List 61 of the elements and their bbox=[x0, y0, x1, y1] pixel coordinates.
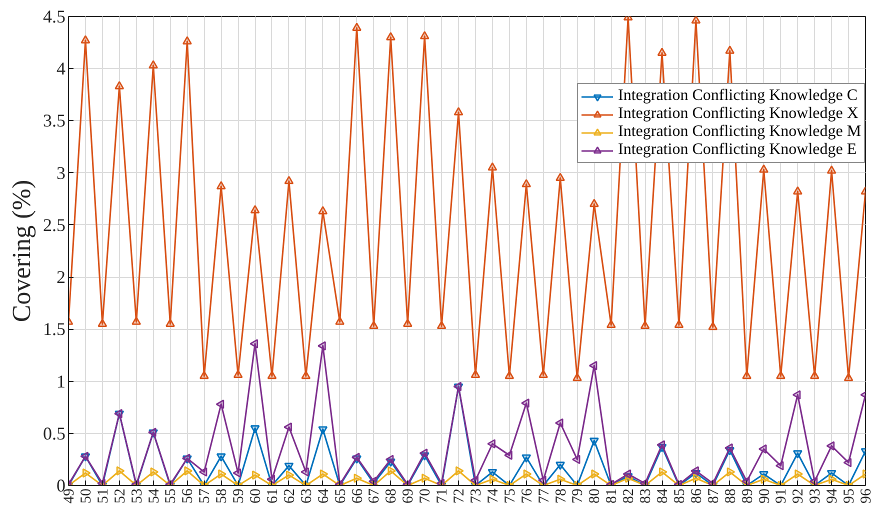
y-tick-label: 2 bbox=[56, 267, 66, 288]
x-tick-label: 65 bbox=[332, 488, 349, 504]
x-tick-label: 74 bbox=[485, 488, 502, 504]
legend-label: Integration Conflicting Knowledge E bbox=[618, 141, 857, 159]
legend-label: Integration Conflicting Knowledge X bbox=[618, 105, 858, 123]
y-axis-title: Covering (%) bbox=[7, 180, 36, 322]
x-tick-label: 59 bbox=[231, 488, 248, 504]
y-tick-label: 0.5 bbox=[43, 423, 66, 444]
x-tick-label: 82 bbox=[621, 488, 638, 504]
x-tick-label: 91 bbox=[774, 488, 790, 504]
x-tick-label: 81 bbox=[604, 488, 620, 504]
x-tick-label: 68 bbox=[384, 488, 400, 504]
y-tick-label: 2.5 bbox=[43, 214, 66, 235]
x-tick-label: 95 bbox=[842, 488, 858, 504]
x-tick-label: 53 bbox=[129, 488, 146, 504]
x-tick-label: 57 bbox=[197, 488, 214, 504]
x-tick-label: 61 bbox=[264, 488, 281, 504]
x-tick-label: 78 bbox=[553, 488, 570, 504]
x-tick-label: 79 bbox=[570, 488, 586, 504]
x-tick-label: 77 bbox=[536, 488, 552, 504]
x-tick-label: 80 bbox=[587, 488, 604, 504]
y-tick-label: 1 bbox=[56, 371, 66, 392]
legend-label: Integration Conflicting Knowledge M bbox=[618, 123, 862, 141]
x-tick-label: 66 bbox=[350, 488, 366, 504]
x-tick-label: 89 bbox=[740, 488, 756, 504]
x-tick-label: 76 bbox=[519, 488, 536, 504]
x-tick-label: 83 bbox=[638, 488, 654, 504]
x-tick-label: 50 bbox=[78, 488, 94, 504]
x-tick-label: 71 bbox=[434, 488, 451, 504]
x-tick-label: 93 bbox=[808, 488, 824, 504]
x-tick-label: 63 bbox=[298, 488, 315, 504]
x-tick-label: 86 bbox=[688, 488, 705, 504]
y-tick-label: 4.5 bbox=[43, 6, 66, 26]
x-tick-label: 96 bbox=[858, 488, 874, 504]
x-tick-label: 73 bbox=[468, 488, 484, 504]
x-tick-label: 69 bbox=[400, 488, 417, 504]
x-tick-label: 58 bbox=[214, 488, 230, 504]
x-tick-label: 67 bbox=[366, 488, 383, 504]
x-tick-label: 72 bbox=[452, 488, 468, 504]
y-tick-label: 1.5 bbox=[43, 319, 66, 340]
x-tick-label: 94 bbox=[824, 488, 841, 504]
x-tick-label: 51 bbox=[95, 488, 112, 504]
x-tick-label: 62 bbox=[282, 488, 298, 504]
x-tick-label: 54 bbox=[146, 488, 162, 504]
x-tick-label: 64 bbox=[316, 488, 332, 504]
x-tick-label: 60 bbox=[248, 488, 264, 504]
x-tick-label: 90 bbox=[756, 488, 773, 504]
x-tick-label: 88 bbox=[722, 488, 739, 504]
legend-label: Integration Conflicting Knowledge C bbox=[618, 87, 858, 105]
x-tick-label: 55 bbox=[163, 488, 180, 504]
x-tick-label: 70 bbox=[418, 488, 434, 504]
x-tick-label: 87 bbox=[706, 488, 722, 504]
y-tick-label: 4 bbox=[56, 58, 66, 79]
x-tick-label: 52 bbox=[112, 488, 128, 504]
x-tick-label: 84 bbox=[655, 488, 672, 504]
x-tick-label: 56 bbox=[180, 488, 196, 504]
x-tick-label: 85 bbox=[672, 488, 688, 504]
y-tick-label: 3.5 bbox=[43, 110, 66, 131]
y-tick-label: 3 bbox=[56, 162, 66, 183]
x-tick-label: 92 bbox=[790, 488, 807, 504]
x-tick-label: 75 bbox=[502, 488, 518, 504]
